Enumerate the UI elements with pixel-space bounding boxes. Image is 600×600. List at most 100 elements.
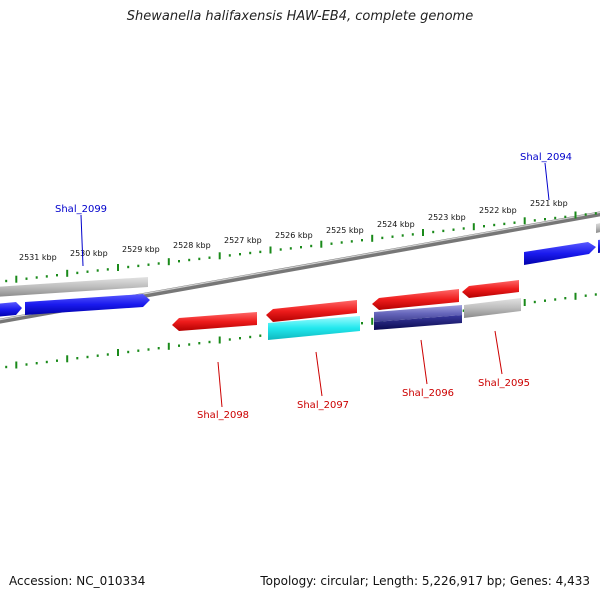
scale-minor-tick xyxy=(25,363,28,366)
scale-minor-tick xyxy=(533,219,536,222)
scale-minor-tick xyxy=(157,262,160,265)
gene-red-shal-2097[interactable] xyxy=(266,300,357,322)
scale-minor-tick xyxy=(157,347,160,350)
gene-red-shal-2098[interactable] xyxy=(172,312,257,331)
scale-minor-tick xyxy=(361,322,363,325)
scale-major-tick xyxy=(117,349,119,356)
scale-label-2529: 2529 kbp xyxy=(122,245,160,254)
scale-minor-tick xyxy=(330,242,333,245)
scale-minor-tick xyxy=(228,338,231,341)
scale-major-tick xyxy=(15,275,18,283)
gene-blue-shal-2099[interactable] xyxy=(25,294,150,315)
gene-cyan-shal-2097[interactable] xyxy=(268,316,360,340)
scale-minor-tick xyxy=(45,275,48,278)
scale-minor-tick xyxy=(76,357,79,360)
scale-minor-tick xyxy=(96,269,99,272)
scale-minor-tick xyxy=(208,340,211,344)
gene-grey-shal-2095[interactable] xyxy=(464,298,521,318)
scale-label-2523: 2523 kbp xyxy=(428,213,466,222)
gene-label-shal-2099[interactable]: Shal_2099 xyxy=(55,204,107,215)
scale-label-2526: 2526 kbp xyxy=(275,231,313,240)
scale-minor-tick xyxy=(249,335,252,339)
scale-minor-tick xyxy=(147,263,150,266)
scale-minor-tick xyxy=(564,215,567,219)
gene-red-shal-2095[interactable] xyxy=(462,280,519,298)
scale-major-tick xyxy=(523,217,526,225)
scale-minor-tick xyxy=(452,228,455,231)
scale-minor-tick xyxy=(35,362,38,365)
reverse-strand-genes xyxy=(172,280,521,340)
gene-label-shal-2095[interactable]: Shal_2095 xyxy=(478,378,530,389)
scale-label-2528: 2528 kbp xyxy=(173,241,211,250)
scale-major-tick xyxy=(320,240,323,248)
scale-minor-tick xyxy=(300,246,302,249)
scale-minor-tick xyxy=(432,230,435,234)
gene-navy-shal-2096[interactable] xyxy=(374,315,462,330)
scale-major-tick xyxy=(472,223,475,231)
gene-blue-shal-2094[interactable] xyxy=(524,242,596,265)
scale-minor-tick xyxy=(106,268,109,271)
scale-minor-tick xyxy=(239,337,241,340)
scale-minor-tick xyxy=(147,348,150,351)
scale-label-2525: 2525 kbp xyxy=(326,226,364,235)
scale-minor-tick xyxy=(127,265,130,269)
scale-label-2522: 2522 kbp xyxy=(479,206,517,215)
scale-minor-tick xyxy=(86,355,89,359)
gene-label-shal-2098[interactable]: Shal_2098 xyxy=(197,410,249,421)
scale-minor-tick xyxy=(411,233,414,236)
scale-major-tick xyxy=(269,246,272,254)
gene-red-shal-2096[interactable] xyxy=(372,289,459,310)
scale-major-tick xyxy=(167,342,170,350)
scale-minor-tick xyxy=(137,349,140,352)
scale-minor-tick xyxy=(137,264,140,268)
scale-minor-tick xyxy=(381,236,384,240)
scale-minor-tick xyxy=(86,270,89,273)
gene-label-shal-2094[interactable]: Shal_2094 xyxy=(520,152,572,163)
gene-labels: Shal_2099 Shal_2094 Shal_2098 Shal_2097 … xyxy=(55,152,572,421)
scale-minor-tick xyxy=(249,251,252,255)
scale-minor-tick xyxy=(56,274,58,277)
scale-minor-tick xyxy=(544,218,546,221)
gene-grey-upper-left[interactable] xyxy=(0,277,148,297)
gene-purple-shal-2096[interactable] xyxy=(374,305,462,322)
scale-minor-tick xyxy=(178,260,180,263)
scale-minor-tick xyxy=(259,334,262,337)
scale-minor-tick xyxy=(188,343,191,346)
scale-minor-tick xyxy=(106,353,109,356)
scale-major-tick xyxy=(218,252,221,260)
scale-minor-tick xyxy=(198,342,201,345)
scale-major-tick xyxy=(66,355,69,363)
scale-minor-tick xyxy=(5,365,8,369)
scale-minor-tick xyxy=(279,248,282,251)
scale-minor-tick xyxy=(554,298,557,301)
gene-grey-right-edge[interactable] xyxy=(596,222,600,233)
scale-minor-tick xyxy=(401,234,404,237)
scale-minor-tick xyxy=(56,359,58,362)
scale-major-tick xyxy=(167,258,170,266)
scale-label-2527: 2527 kbp xyxy=(224,236,262,245)
scale-minor-tick xyxy=(544,299,546,302)
scale-minor-tick xyxy=(25,277,28,280)
scale-minor-tick xyxy=(198,257,201,261)
scale-labels: 2531 kbp 2530 kbp 2529 kbp 2528 kbp 2527… xyxy=(19,199,568,262)
topology-text: Topology: circular; Length: 5,226,917 bp… xyxy=(260,574,590,588)
gene-blue-left-stub[interactable] xyxy=(0,302,22,317)
scale-minor-tick xyxy=(259,250,262,254)
forward-strand-genes xyxy=(0,222,600,317)
scale-major-tick xyxy=(523,299,526,306)
gene-label-shal-2097[interactable]: Shal_2097 xyxy=(297,400,349,411)
scale-major-tick xyxy=(574,292,577,300)
scale-minor-tick xyxy=(188,258,191,262)
scale-minor-tick xyxy=(584,213,587,216)
scale-major-tick xyxy=(371,234,374,242)
scale-minor-tick xyxy=(76,271,79,275)
scale-major-tick xyxy=(66,269,69,277)
scale-minor-tick xyxy=(554,216,557,220)
scale-minor-tick xyxy=(462,309,465,312)
outer-scale-track xyxy=(5,211,597,283)
gene-label-shal-2096[interactable]: Shal_2096 xyxy=(402,388,454,399)
scale-major-tick xyxy=(218,336,221,344)
scale-label-2530: 2530 kbp xyxy=(70,249,108,258)
accession-text: Accession: NC_010334 xyxy=(9,574,146,588)
